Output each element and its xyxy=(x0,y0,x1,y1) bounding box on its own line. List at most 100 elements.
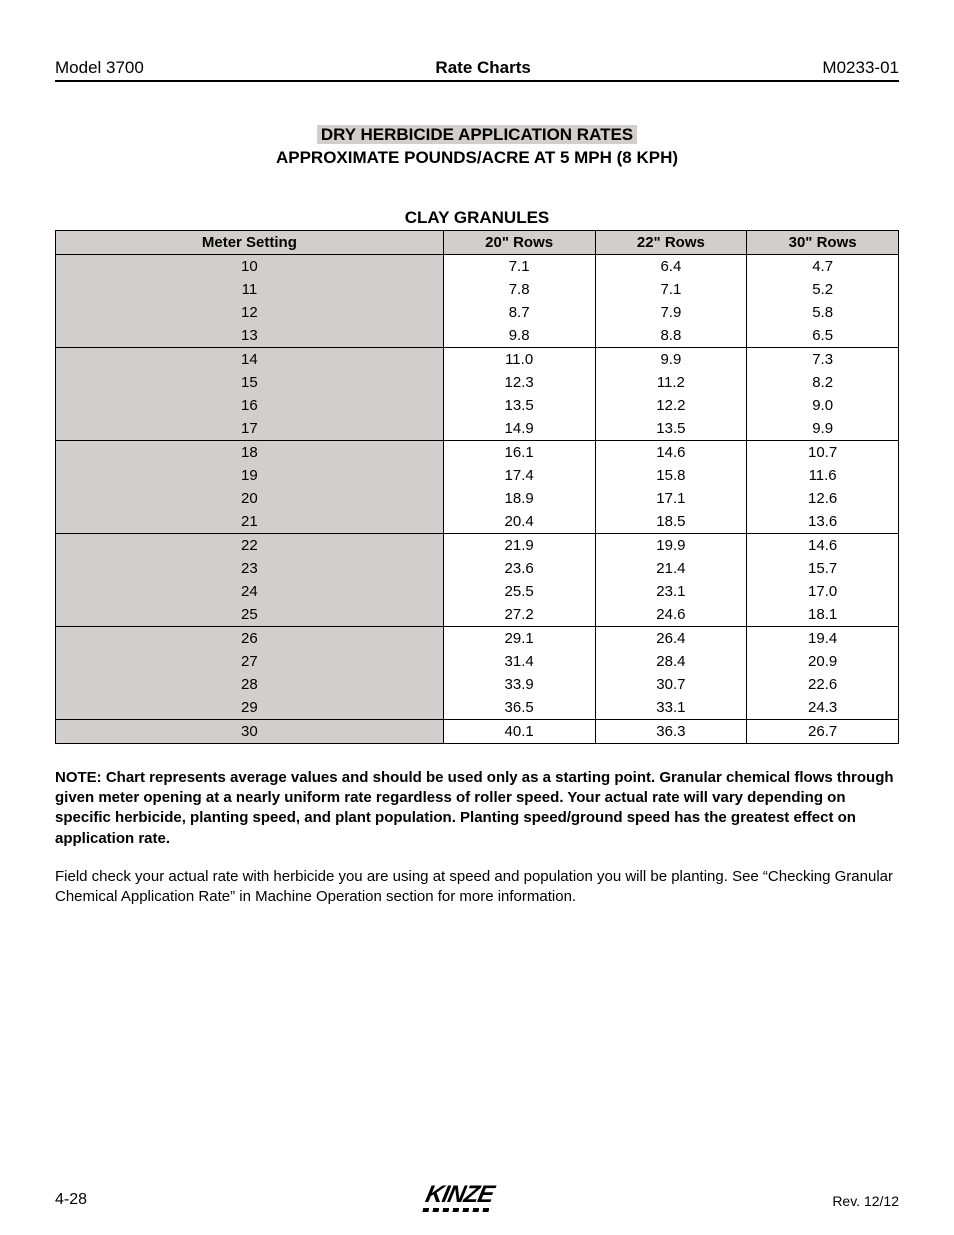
table-cell: 28.4 xyxy=(595,650,747,673)
table-cell: 30 xyxy=(56,719,444,743)
table-cell: 13 xyxy=(56,324,444,348)
table-cell: 17.1 xyxy=(595,487,747,510)
table-row: 1613.512.29.0 xyxy=(56,394,899,417)
table-cell: 8.7 xyxy=(443,301,595,324)
table-cell: 14.9 xyxy=(443,417,595,441)
table-cell: 9.9 xyxy=(595,347,747,371)
table-cell: 17 xyxy=(56,417,444,441)
table-cell: 13.5 xyxy=(443,394,595,417)
note-text: NOTE: Chart represents average values an… xyxy=(55,768,899,849)
col-22-rows: 22" Rows xyxy=(595,230,747,254)
table-row: 2629.126.419.4 xyxy=(56,626,899,650)
table-cell: 22 xyxy=(56,533,444,557)
table-cell: 26.4 xyxy=(595,626,747,650)
table-cell: 5.2 xyxy=(747,278,899,301)
table-cell: 12 xyxy=(56,301,444,324)
table-row: 139.88.86.5 xyxy=(56,324,899,348)
table-cell: 27.2 xyxy=(443,603,595,627)
table-cell: 21.4 xyxy=(595,557,747,580)
table-cell: 13.6 xyxy=(747,510,899,534)
table-row: 2731.428.420.9 xyxy=(56,650,899,673)
table-cell: 11.0 xyxy=(443,347,595,371)
table-cell: 12.6 xyxy=(747,487,899,510)
table-cell: 11.6 xyxy=(747,464,899,487)
table-cell: 16 xyxy=(56,394,444,417)
table-header-row: Meter Setting 20" Rows 22" Rows 30" Rows xyxy=(56,230,899,254)
table-cell: 19.4 xyxy=(747,626,899,650)
title-block: DRY HERBICIDE APPLICATION RATES APPROXIM… xyxy=(55,124,899,170)
table-cell: 19 xyxy=(56,464,444,487)
table-cell: 9.9 xyxy=(747,417,899,441)
table-cell: 7.1 xyxy=(443,254,595,278)
page-footer: 4-28 KINZE Rev. 12/12 xyxy=(55,1181,899,1209)
table-row: 107.16.44.7 xyxy=(56,254,899,278)
table-cell: 6.5 xyxy=(747,324,899,348)
table-cell: 15 xyxy=(56,371,444,394)
table-cell: 22.6 xyxy=(747,673,899,696)
table-cell: 20.4 xyxy=(443,510,595,534)
table-cell: 15.7 xyxy=(747,557,899,580)
table-row: 2323.621.415.7 xyxy=(56,557,899,580)
table-cell: 4.7 xyxy=(747,254,899,278)
table-cell: 17.4 xyxy=(443,464,595,487)
table-row: 2425.523.117.0 xyxy=(56,580,899,603)
table-cell: 33.1 xyxy=(595,696,747,720)
table-caption: CLAY GRANULES xyxy=(55,208,899,228)
table-cell: 24 xyxy=(56,580,444,603)
table-cell: 14.6 xyxy=(747,533,899,557)
table-cell: 8.2 xyxy=(747,371,899,394)
table-cell: 17.0 xyxy=(747,580,899,603)
table-cell: 23 xyxy=(56,557,444,580)
col-30-rows: 30" Rows xyxy=(747,230,899,254)
table-row: 1512.311.28.2 xyxy=(56,371,899,394)
table-cell: 11.2 xyxy=(595,371,747,394)
col-20-rows: 20" Rows xyxy=(443,230,595,254)
table-row: 2221.919.914.6 xyxy=(56,533,899,557)
table-cell: 24.3 xyxy=(747,696,899,720)
table-cell: 29.1 xyxy=(443,626,595,650)
table-cell: 12.3 xyxy=(443,371,595,394)
table-row: 2120.418.513.6 xyxy=(56,510,899,534)
page: Model 3700 Rate Charts M0233-01 DRY HERB… xyxy=(0,0,954,1235)
table-cell: 7.8 xyxy=(443,278,595,301)
table-cell: 40.1 xyxy=(443,719,595,743)
table-cell: 11 xyxy=(56,278,444,301)
table-cell: 31.4 xyxy=(443,650,595,673)
table-cell: 24.6 xyxy=(595,603,747,627)
table-cell: 23.6 xyxy=(443,557,595,580)
table-cell: 5.8 xyxy=(747,301,899,324)
table-cell: 18 xyxy=(56,440,444,464)
table-cell: 30.7 xyxy=(595,673,747,696)
table-cell: 12.2 xyxy=(595,394,747,417)
table-cell: 20.9 xyxy=(747,650,899,673)
table-cell: 9.0 xyxy=(747,394,899,417)
table-cell: 23.1 xyxy=(595,580,747,603)
table-cell: 20 xyxy=(56,487,444,510)
table-cell: 27 xyxy=(56,650,444,673)
table-cell: 13.5 xyxy=(595,417,747,441)
table-cell: 10 xyxy=(56,254,444,278)
table-cell: 26 xyxy=(56,626,444,650)
table-cell: 14 xyxy=(56,347,444,371)
table-row: 2833.930.722.6 xyxy=(56,673,899,696)
table-cell: 15.8 xyxy=(595,464,747,487)
table-cell: 29 xyxy=(56,696,444,720)
title-line-2: APPROXIMATE POUNDS/ACRE AT 5 MPH (8 KPH) xyxy=(276,148,678,167)
table-row: 2936.533.124.3 xyxy=(56,696,899,720)
table-cell: 28 xyxy=(56,673,444,696)
table-cell: 7.1 xyxy=(595,278,747,301)
table-cell: 9.8 xyxy=(443,324,595,348)
rate-table: Meter Setting 20" Rows 22" Rows 30" Rows… xyxy=(55,230,899,744)
table-cell: 7.9 xyxy=(595,301,747,324)
table-cell: 33.9 xyxy=(443,673,595,696)
table-cell: 8.8 xyxy=(595,324,747,348)
table-row: 117.87.15.2 xyxy=(56,278,899,301)
table-row: 3040.136.326.7 xyxy=(56,719,899,743)
table-cell: 25 xyxy=(56,603,444,627)
table-row: 1816.114.610.7 xyxy=(56,440,899,464)
table-cell: 10.7 xyxy=(747,440,899,464)
table-row: 128.77.95.8 xyxy=(56,301,899,324)
table-cell: 36.5 xyxy=(443,696,595,720)
footer-page-number: 4-28 xyxy=(55,1191,87,1209)
table-row: 2018.917.112.6 xyxy=(56,487,899,510)
